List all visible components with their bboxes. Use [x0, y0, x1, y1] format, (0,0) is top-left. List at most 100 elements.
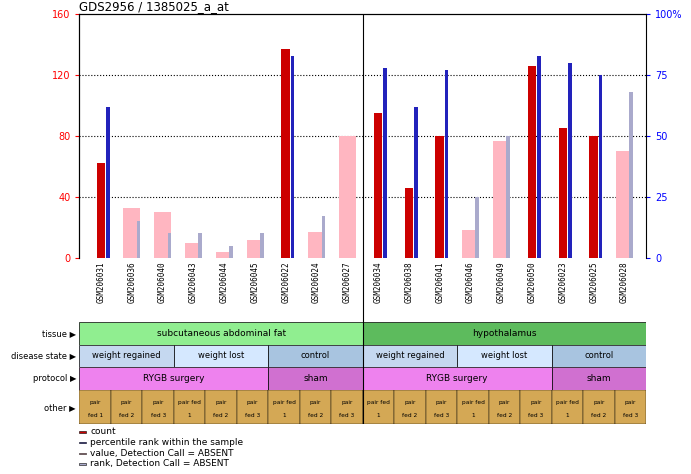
Bar — [198, 234, 202, 258]
Bar — [167, 234, 171, 258]
Bar — [79, 463, 86, 465]
Bar — [339, 136, 356, 258]
Bar — [520, 390, 551, 424]
Text: fed 2: fed 2 — [591, 413, 607, 418]
Text: other ▶: other ▶ — [44, 403, 76, 411]
Text: GSM206038: GSM206038 — [404, 261, 413, 303]
Bar — [281, 49, 290, 258]
Text: sham: sham — [303, 374, 328, 383]
Text: fed 2: fed 2 — [119, 413, 134, 418]
Text: 1: 1 — [188, 413, 191, 418]
Text: GSM206049: GSM206049 — [497, 261, 506, 303]
Bar — [174, 390, 205, 424]
Text: subcutaneous abdominal fat: subcutaneous abdominal fat — [157, 329, 285, 337]
Bar — [216, 252, 233, 258]
Text: fed 1: fed 1 — [88, 413, 103, 418]
Text: 1: 1 — [377, 413, 380, 418]
Bar — [405, 188, 413, 258]
Text: 1: 1 — [282, 413, 286, 418]
Bar — [630, 92, 633, 258]
Bar — [457, 345, 551, 367]
Text: weight lost: weight lost — [198, 352, 244, 360]
Bar — [374, 113, 383, 258]
Bar — [383, 68, 387, 258]
Bar — [435, 136, 444, 258]
Bar — [395, 390, 426, 424]
Bar — [528, 66, 536, 258]
Bar — [308, 232, 325, 258]
Text: fed 3: fed 3 — [434, 413, 449, 418]
Bar — [79, 453, 86, 454]
Text: pair fed: pair fed — [462, 400, 484, 404]
Text: fed 2: fed 2 — [308, 413, 323, 418]
Text: GSM206045: GSM206045 — [251, 261, 260, 303]
Text: weight regained: weight regained — [376, 352, 444, 360]
Bar — [79, 367, 268, 390]
Text: pair: pair — [530, 400, 542, 404]
Bar — [493, 141, 510, 258]
Bar — [268, 345, 363, 367]
Text: GSM206046: GSM206046 — [466, 261, 475, 303]
Text: count: count — [90, 428, 115, 437]
Text: control: control — [301, 352, 330, 360]
Text: pair: pair — [216, 400, 227, 404]
Text: pair fed: pair fed — [178, 400, 201, 404]
Text: GSM206036: GSM206036 — [127, 261, 136, 303]
Bar — [457, 390, 489, 424]
Bar — [363, 367, 551, 390]
Text: GSM206031: GSM206031 — [97, 261, 106, 303]
Bar — [363, 345, 457, 367]
Text: fed 2: fed 2 — [497, 413, 512, 418]
Bar — [568, 63, 571, 258]
Bar — [614, 390, 646, 424]
Bar — [363, 322, 646, 345]
Text: hypothalamus: hypothalamus — [472, 329, 537, 337]
Text: GSM206025: GSM206025 — [589, 261, 598, 303]
Text: GDS2956 / 1385025_a_at: GDS2956 / 1385025_a_at — [79, 0, 229, 13]
Bar — [583, 390, 614, 424]
Bar — [589, 136, 598, 258]
Text: pair: pair — [499, 400, 510, 404]
Text: sham: sham — [587, 374, 611, 383]
Bar — [142, 390, 174, 424]
Bar — [79, 345, 174, 367]
Text: fed 3: fed 3 — [529, 413, 544, 418]
Bar — [124, 208, 140, 258]
Bar — [300, 390, 331, 424]
Bar — [247, 239, 263, 258]
Text: pair: pair — [404, 400, 416, 404]
Bar — [111, 390, 142, 424]
Text: pair fed: pair fed — [273, 400, 296, 404]
Text: GSM206040: GSM206040 — [158, 261, 167, 303]
Text: pair: pair — [90, 400, 101, 404]
Bar — [174, 345, 268, 367]
Text: weight regained: weight regained — [93, 352, 161, 360]
Bar — [551, 367, 646, 390]
Text: GSM206027: GSM206027 — [343, 261, 352, 303]
Text: GSM206024: GSM206024 — [312, 261, 321, 303]
Text: disease state ▶: disease state ▶ — [11, 352, 76, 360]
Text: pair: pair — [625, 400, 636, 404]
Bar — [79, 431, 86, 433]
Bar — [551, 345, 646, 367]
Bar — [79, 322, 363, 345]
Text: pair: pair — [153, 400, 164, 404]
Bar — [598, 75, 603, 258]
Text: pair fed: pair fed — [556, 400, 579, 404]
Text: fed 2: fed 2 — [402, 413, 417, 418]
Text: percentile rank within the sample: percentile rank within the sample — [90, 438, 243, 447]
Bar — [205, 390, 237, 424]
Bar — [137, 221, 140, 258]
Bar — [363, 390, 395, 424]
Bar — [154, 212, 171, 258]
Bar — [462, 230, 479, 258]
Bar — [551, 390, 583, 424]
Bar — [331, 390, 363, 424]
Text: RYGB surgery: RYGB surgery — [143, 374, 205, 383]
Bar — [558, 128, 567, 258]
Text: GSM206044: GSM206044 — [220, 261, 229, 303]
Text: rank, Detection Call = ABSENT: rank, Detection Call = ABSENT — [90, 459, 229, 468]
Text: pair: pair — [436, 400, 447, 404]
Bar — [445, 70, 448, 258]
Bar — [489, 390, 520, 424]
